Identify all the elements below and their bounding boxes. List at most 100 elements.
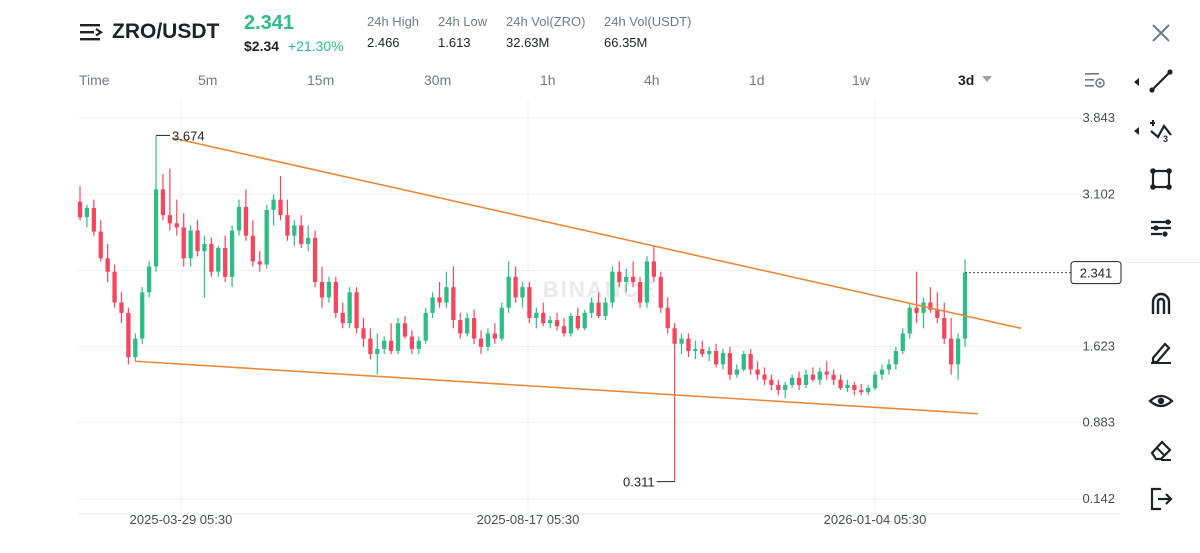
candle-body [271,199,276,210]
candle-body [893,350,899,365]
chevron-down-icon[interactable] [982,76,992,82]
menu-icon[interactable] [80,22,104,42]
candle-body [195,230,200,252]
tab-1w[interactable]: 1w [852,72,870,88]
eraser-icon[interactable] [1148,437,1174,463]
tab-time[interactable]: Time [79,72,110,88]
candle-body [817,371,822,380]
tab-1h[interactable]: 1h [540,72,556,88]
y-tick-label: 0.142 [1082,491,1115,506]
candle-body [319,281,325,298]
candle-body [755,369,760,375]
candle-body [333,281,338,313]
candle-body [707,350,712,355]
candle-body [451,287,456,321]
candle-body [672,328,677,344]
tab-30m[interactable]: 30m [424,72,452,88]
candle-body [727,353,733,375]
candle-body [292,225,297,236]
candle-body [326,281,332,298]
current-price-tag [1070,261,1122,285]
candle-body [437,297,442,303]
candle-body [686,338,691,351]
candle-body [202,243,207,252]
candle-body [693,348,698,351]
candle-body [838,379,843,389]
tab-4h[interactable]: 4h [644,72,660,88]
candle-body [845,384,850,389]
candle-body [548,320,553,324]
candle-body [541,312,546,324]
candle-body [637,281,643,303]
tab-5m[interactable]: 5m [198,72,218,88]
candle-body [700,348,705,355]
exit-icon[interactable] [1148,486,1174,512]
current-price-label: 2.341 [1080,266,1113,281]
candle-body [382,340,387,349]
candle-body [471,318,477,339]
price-change: +21.30% [288,38,344,54]
candle-body [264,209,269,265]
tab-1d[interactable]: 1d [749,72,765,88]
candle-body [769,379,774,385]
eye-icon[interactable] [1148,388,1174,414]
candle-body [133,338,138,358]
candle-body [243,206,249,236]
candle-body [720,353,726,365]
trendline-lower [134,360,979,415]
fib-icon[interactable]: 3 [1148,117,1174,143]
magnet-icon[interactable] [1148,290,1174,316]
candle-body [810,374,816,380]
candlestick-chart[interactable]: 3.8433.1022.3621.6230.8830.1422025-03-29… [0,96,1125,536]
candle-body [741,354,746,370]
stat-label: 24h Low [438,14,488,29]
low-label: 0.311 [623,475,655,490]
candle-body [713,350,719,365]
tab-3d[interactable]: 3d [958,72,975,88]
y-tick-label: 3.102 [1082,186,1115,201]
last-price: 2.341 [244,12,295,34]
candle-body [499,307,504,339]
trendline-icon[interactable] [1148,68,1174,94]
stat-24h-low: 24h Low 1.613 [438,14,487,50]
rectangle-icon[interactable] [1148,166,1174,192]
candle-body [416,340,421,349]
candle-body [872,374,878,389]
text-icon[interactable] [1148,215,1174,241]
chart-settings-icon[interactable] [1084,70,1106,90]
chart-area[interactable]: 3.8433.1022.3621.6230.8830.1422025-03-29… [0,96,1125,536]
tab-15m[interactable]: 15m [307,72,335,88]
y-tick-label: 3.843 [1082,110,1115,125]
candle-body [77,201,83,218]
expand-arrow-icon[interactable] [1134,78,1139,86]
candle-body [250,235,255,262]
candle-body [748,354,753,370]
candle-body [91,207,96,232]
stat-24h-vol-usdt: 24h Vol(USDT) 66.35M [604,14,691,50]
candle-body [617,271,622,282]
candle-body [229,230,235,277]
candle-body [955,338,961,365]
candle-body [409,336,415,349]
stat-24h-high: 24h High 2.466 [367,14,419,50]
y-tick-label: 1.623 [1082,339,1115,354]
high-label: 3.674 [172,128,205,143]
close-icon[interactable] [1150,22,1172,44]
stat-24h-vol-zro: 24h Vol(ZRO) 32.63M [506,14,585,50]
candle-body [907,307,912,334]
candle-body [589,302,594,313]
timeframe-bar: Time 5m 15m 30m 1h 4h 1d 1w 3d [0,64,1120,96]
pencil-icon[interactable] [1148,339,1174,365]
candle-body [561,326,567,334]
toolbar-divider [1125,262,1200,263]
candle-body [575,315,580,329]
pair-title[interactable]: ZRO/USDT [112,20,220,43]
candle-body [630,276,636,282]
candle-body [513,276,518,298]
candle-body [347,292,352,324]
candle-body [312,237,318,282]
candle-body [790,377,795,385]
candle-body [900,333,905,351]
candle-body [866,388,871,393]
expand-arrow-icon[interactable] [1134,127,1139,135]
